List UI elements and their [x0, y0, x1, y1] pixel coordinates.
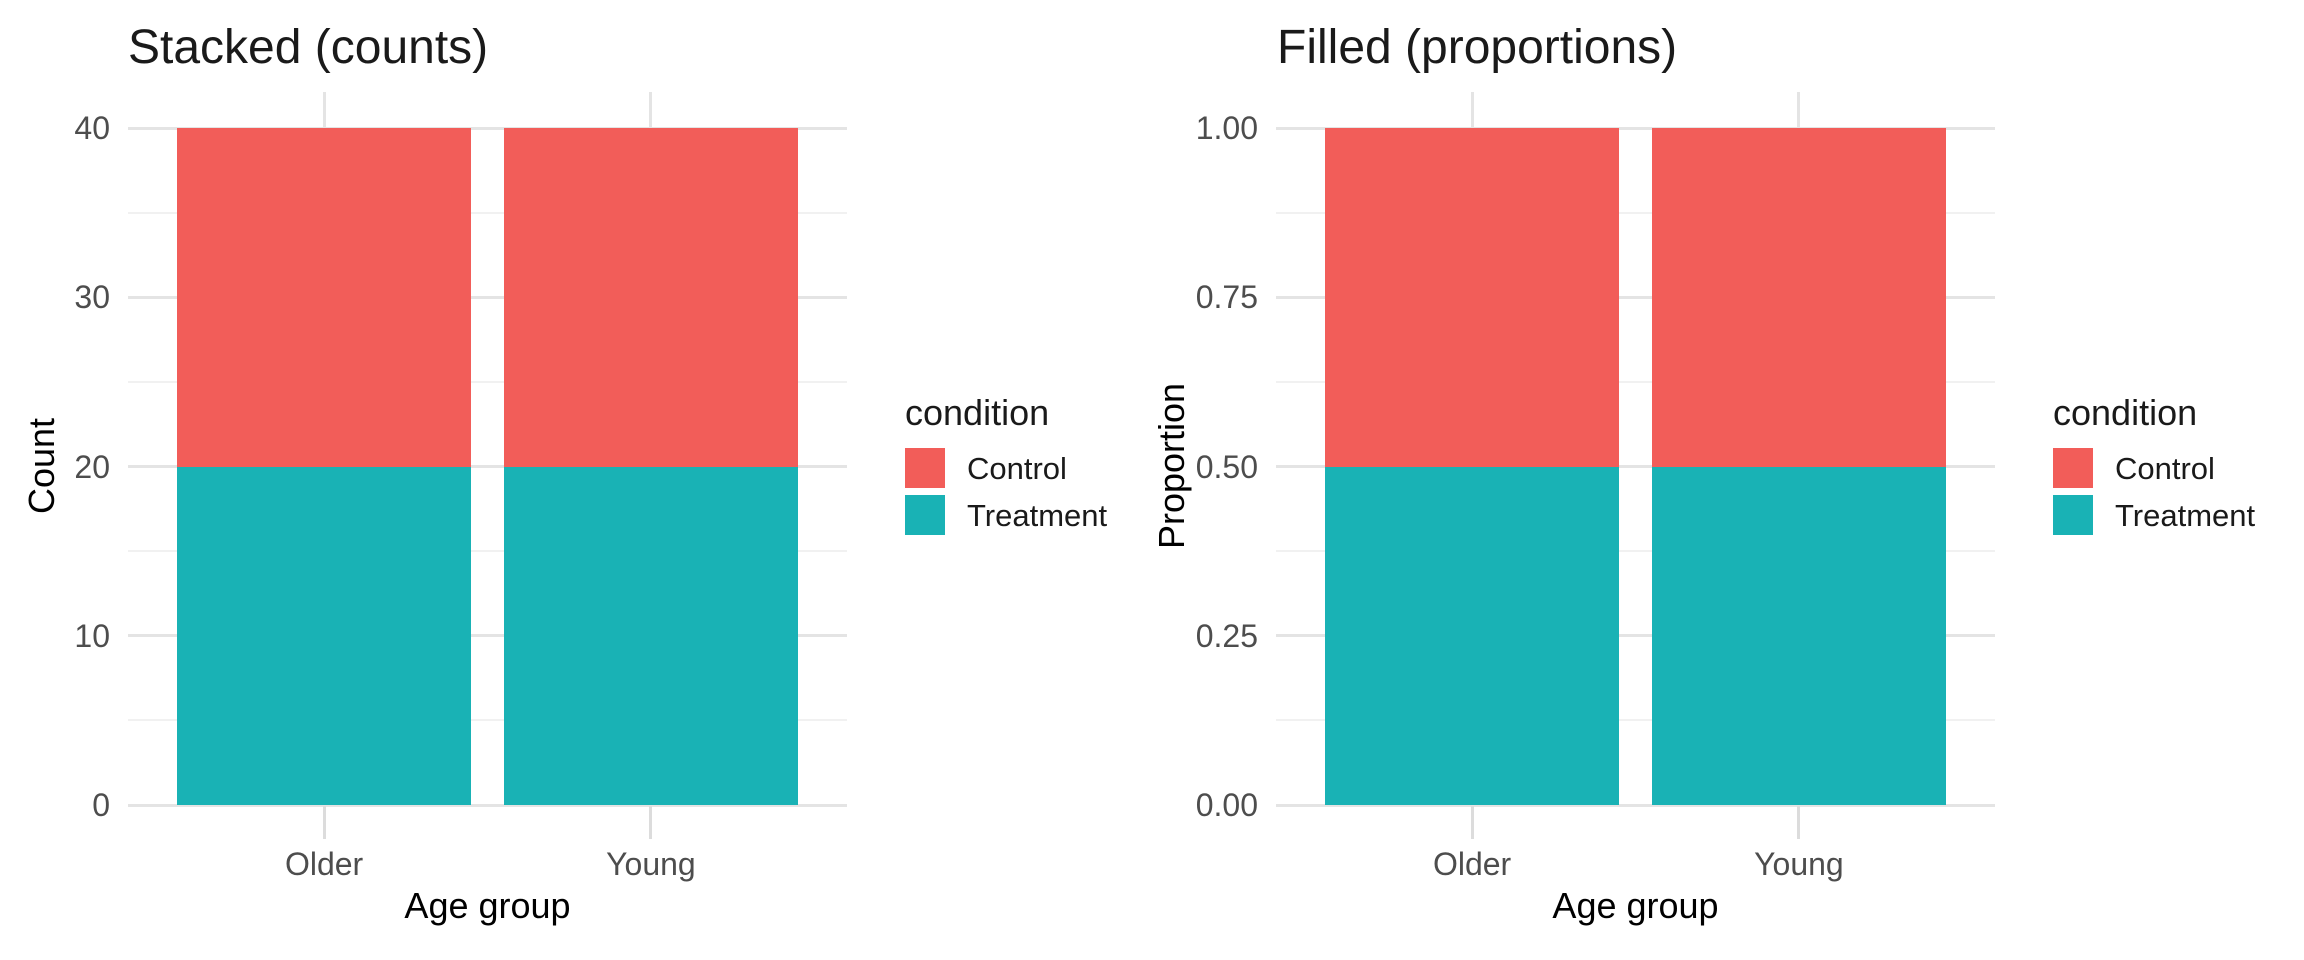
bar-segment-treatment — [1651, 466, 1946, 805]
x-tick-mark — [1797, 806, 1801, 839]
bar-segment-treatment — [1325, 466, 1620, 805]
minor-gridline — [1276, 719, 1995, 722]
y-tick-label: 0.75 — [1195, 279, 1258, 316]
major-gridline — [128, 126, 847, 130]
minor-gridline — [128, 380, 847, 383]
y-tick-label: 0 — [92, 787, 110, 823]
major-gridline — [1276, 803, 1995, 807]
legend-label: Treatment — [2115, 498, 2256, 533]
major-gridline — [128, 295, 847, 299]
minor-gridline — [1276, 211, 1995, 214]
major-gridline — [1276, 295, 1995, 299]
bar-segment-control — [177, 128, 472, 467]
x-axis-title: Age group — [404, 885, 571, 926]
minor-gridline — [1276, 550, 1995, 553]
x-tick-mark — [1470, 806, 1474, 839]
major-gridline-vertical — [322, 92, 326, 128]
plot-title: Filled (proportions) — [1277, 21, 1678, 74]
legend-key-treatment — [905, 495, 945, 535]
minor-gridline — [1276, 380, 1995, 383]
x-tick-label: Older — [1432, 846, 1512, 882]
plot-title: Stacked (counts) — [128, 21, 489, 74]
legend-title: condition — [2053, 392, 2198, 433]
legend-key-control — [2053, 448, 2093, 488]
major-gridline — [128, 465, 847, 468]
major-gridline — [1276, 465, 1995, 468]
y-tick-label: 30 — [74, 279, 110, 316]
legend-key-treatment — [2053, 495, 2093, 535]
y-tick-label: 0.25 — [1195, 617, 1258, 654]
y-tick-label: 40 — [74, 110, 110, 146]
bar-segment-treatment — [177, 466, 472, 805]
x-tick-label: Young — [606, 846, 696, 882]
y-tick-label: 10 — [74, 617, 110, 654]
x-tick-mark — [322, 806, 326, 839]
bar-segment-control — [503, 128, 798, 467]
legend-label: Treatment — [967, 498, 1108, 533]
major-gridline-vertical — [1797, 92, 1801, 128]
legend-key-control — [905, 448, 945, 488]
major-gridline-vertical — [649, 92, 653, 128]
bar-segment-treatment — [503, 466, 798, 805]
minor-gridline — [128, 719, 847, 722]
y-tick-label: 0.00 — [1195, 787, 1258, 823]
legend-title: condition — [905, 392, 1050, 433]
legend-label: Control — [2115, 451, 2215, 486]
y-tick-label: 20 — [74, 448, 110, 485]
major-gridline — [1276, 126, 1995, 130]
x-tick-mark — [649, 806, 653, 839]
x-axis-title: Age group — [1552, 885, 1719, 926]
major-gridline-vertical — [1470, 92, 1474, 128]
legend-label: Control — [967, 451, 1067, 486]
bar-segment-control — [1325, 128, 1620, 467]
bar-segment-control — [1651, 128, 1946, 467]
x-tick-label: Young — [1754, 846, 1844, 882]
y-tick-label: 1.00 — [1195, 110, 1258, 146]
major-gridline — [1276, 634, 1995, 638]
major-gridline — [128, 803, 847, 807]
major-gridline — [128, 634, 847, 638]
minor-gridline — [128, 550, 847, 553]
minor-gridline — [128, 211, 847, 214]
x-tick-label: Older — [284, 846, 364, 882]
y-tick-label: 0.50 — [1195, 448, 1258, 485]
